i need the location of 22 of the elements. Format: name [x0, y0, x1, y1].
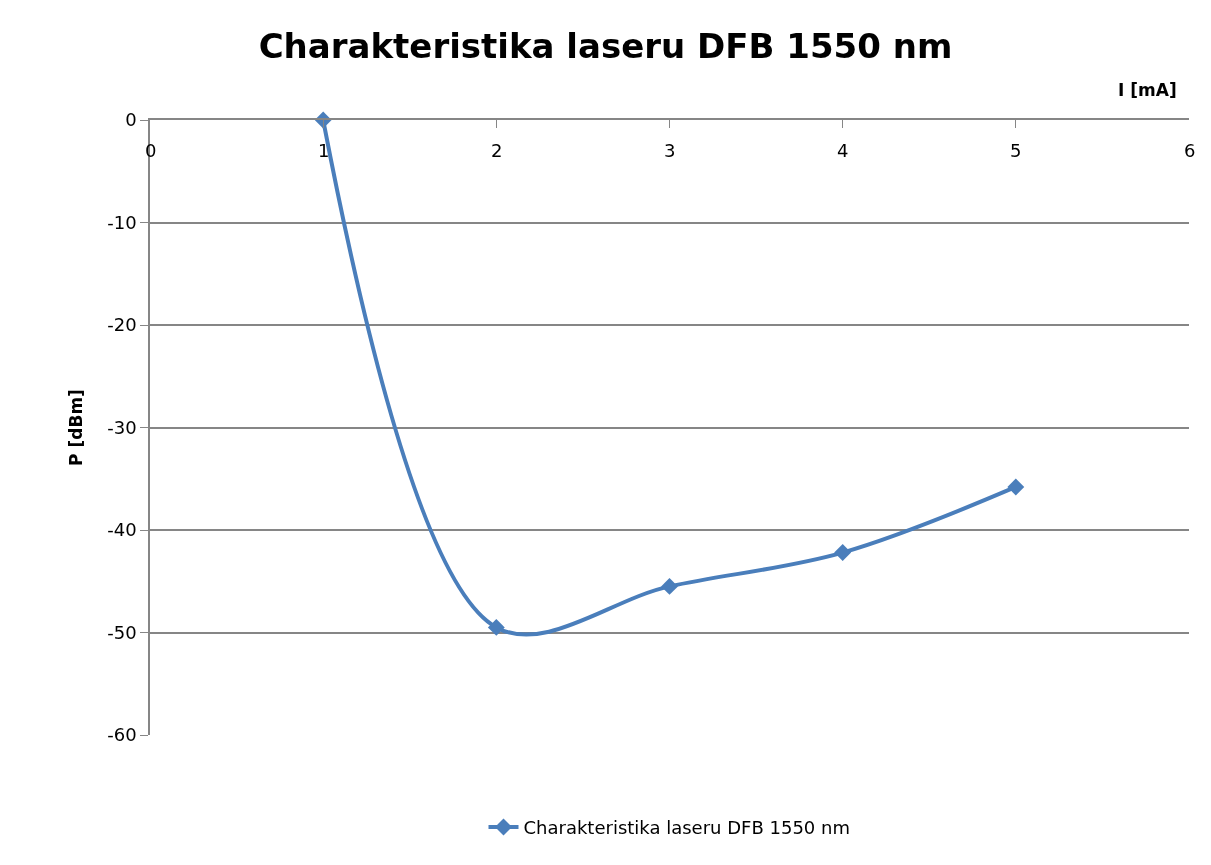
y-tick-label: -60: [107, 724, 137, 746]
y-tick-label: 0: [125, 109, 137, 131]
point: [834, 544, 852, 561]
y-tick-label: -50: [107, 621, 137, 643]
y-tick-label: -40: [107, 519, 137, 541]
x-tick-label: 1: [318, 140, 330, 161]
point: [487, 618, 505, 636]
x-tick-label: 4: [837, 140, 849, 161]
x-axis-title: I [mA]: [1118, 80, 1177, 100]
x-tick-label: 2: [491, 140, 503, 161]
point: [1007, 478, 1025, 496]
chart-title: Charakteristika laseru DFB 1550 nm: [258, 26, 953, 67]
y-tick-label: -20: [107, 314, 137, 336]
x-tick-label: 6: [1184, 140, 1196, 161]
y-tick-label: -30: [107, 416, 137, 438]
legend-label: Charakteristika laseru DFB 1550 nm: [523, 817, 850, 839]
x-tick-label: 5: [1010, 140, 1022, 161]
point: [661, 577, 678, 595]
x-tick-label: 0: [145, 140, 157, 161]
x-tick-label: 3: [664, 140, 676, 161]
y-tick-label: -10: [107, 211, 137, 233]
y-axis-title: P [dBm]: [66, 389, 87, 466]
